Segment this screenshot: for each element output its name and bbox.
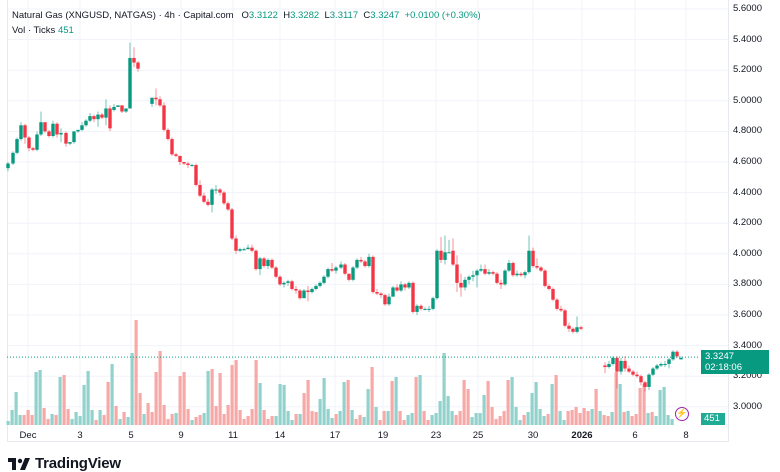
time-tick-label: 2026 [571,430,593,441]
low-value: 3.3117 [329,10,359,21]
low-label: L [324,10,330,21]
legend-line-2: Vol · Ticks 451 [12,23,481,38]
time-tick-label: 3 [77,430,83,441]
price-tick-label: 5.4000 [732,33,762,45]
timeframe[interactable]: 4h [164,10,175,21]
candlestick-chart[interactable] [0,0,780,445]
price-tick-label: 3.8000 [732,278,762,290]
high-value: 3.3282 [290,10,320,21]
price-tick-label: 5.2000 [732,64,762,76]
chart-frame [7,0,729,442]
time-tick-label: Dec [19,430,37,441]
price-tick-label: 3.0000 [732,400,762,412]
price-tick-label: 4.4000 [732,186,762,198]
chart-grid [8,0,728,425]
time-tick-label: 30 [527,430,539,441]
time-tick-label: 9 [178,430,184,441]
open-label: O [241,10,249,21]
time-tick-label: 6 [632,430,638,441]
time-tick-label: 8 [683,430,689,441]
open-value: 3.3122 [248,10,278,21]
data-source: Capital.com [183,10,234,21]
time-tick-label: 14 [274,430,286,441]
close-label: C [363,10,371,21]
time-tick-label: 11 [228,430,238,441]
symbol-name[interactable]: Natural Gas (XNGUSD, NATGAS) [12,10,156,21]
volume-indicator-label[interactable]: Vol · Ticks [12,25,56,36]
close-value: 3.3247 [370,10,400,21]
volume-value-tag: 451 [701,413,725,425]
time-tick-label: 17 [329,430,341,441]
volume-bars [6,320,674,425]
legend-line-1: Natural Gas (XNGUSD, NATGAS) · 4h · Capi… [12,10,481,21]
time-tick-label: 25 [472,430,484,441]
last-price-value: 3.3247 [705,351,735,362]
tradingview-logo[interactable]: TradingView [8,455,121,472]
price-candles [6,42,683,392]
volume-indicator-value: 451 [57,25,74,36]
tradingview-logo-icon [8,457,30,470]
brand-name: TradingView [35,455,121,472]
price-tick-label: 3.2000 [732,370,762,382]
time-tick-label: 23 [430,430,442,441]
last-price-tag: 3.3247 02:18:06 [701,350,769,374]
price-tick-label: 4.2000 [732,217,762,229]
price-tick-label: 5.6000 [732,3,762,14]
price-tick-label: 4.8000 [732,125,762,137]
time-tick-label: 5 [128,430,134,441]
time-tick-label: 19 [377,430,389,441]
bar-countdown: 02:18:06 [705,362,742,373]
chart-legend: Natural Gas (XNGUSD, NATGAS) · 4h · Capi… [12,8,481,38]
lightning-bolt-icon[interactable]: ⚡ [675,407,689,421]
high-label: H [283,10,291,21]
price-tick-label: 3.6000 [732,309,762,320]
price-tick-label: 4.0000 [732,247,762,259]
price-tick-label: 3.4000 [732,339,762,351]
change-value: +0.0100 (+0.30%) [404,10,481,21]
price-tick-label: 5.0000 [732,94,762,106]
price-tick-label: 4.6000 [732,156,762,167]
